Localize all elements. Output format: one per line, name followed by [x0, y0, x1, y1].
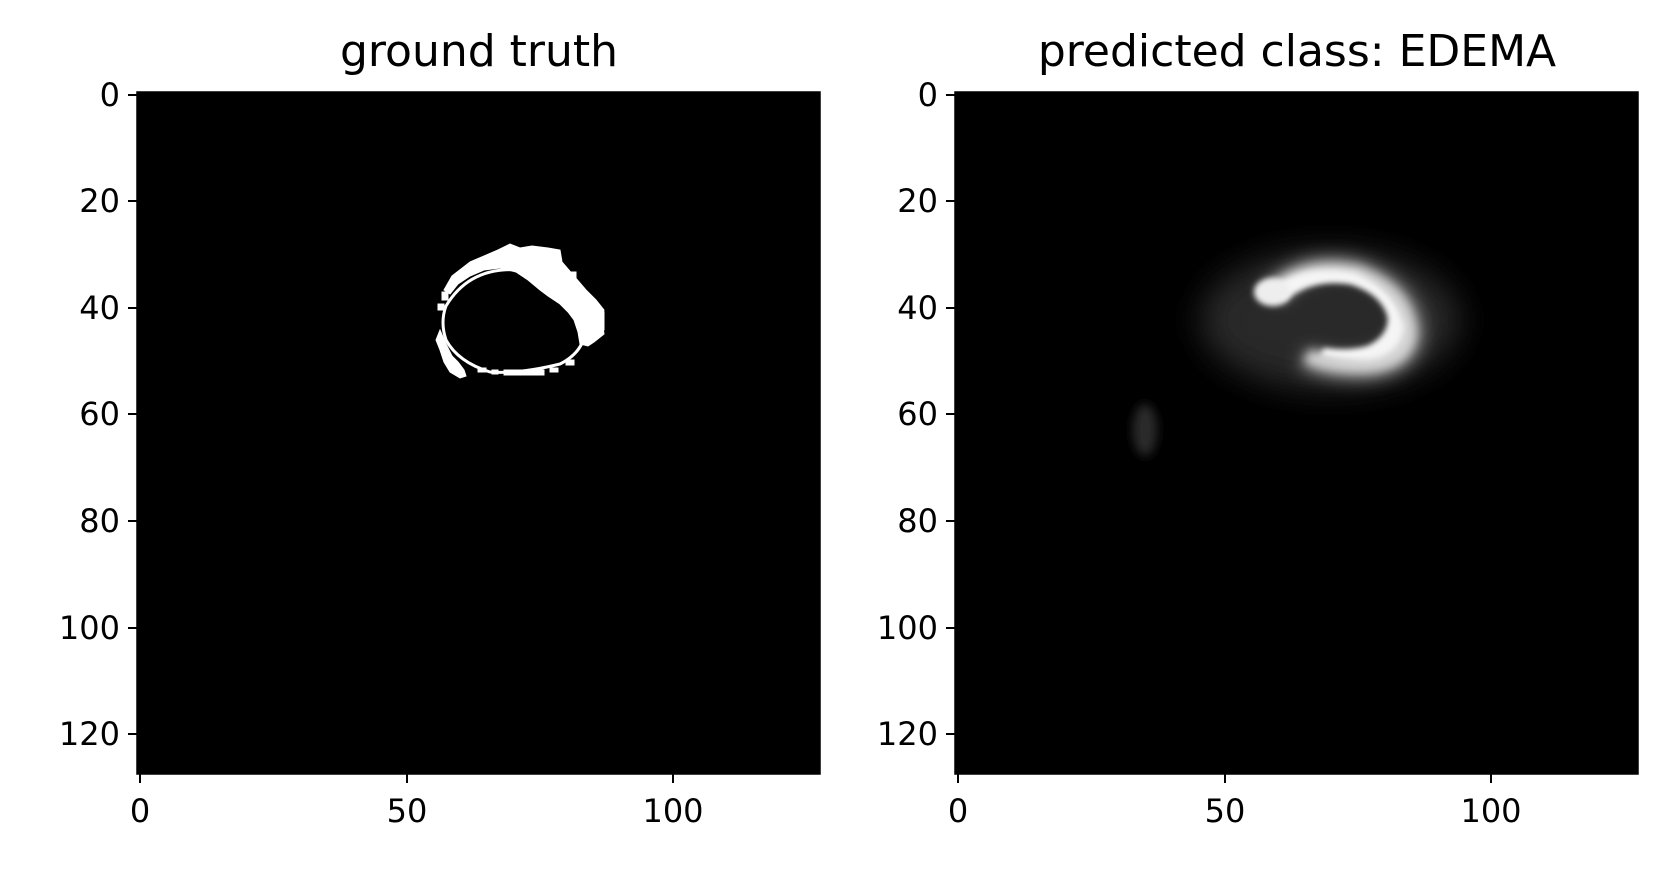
image-area — [137, 92, 820, 774]
panel-title: predicted class: EDEMA — [1038, 26, 1556, 77]
axes-frame — [954, 91, 1639, 775]
x-tick-label: 50 — [387, 792, 428, 830]
x-axis: 0 50 100 — [948, 774, 1522, 830]
y-tick-label: 80 — [79, 502, 120, 540]
y-tick-label: 60 — [897, 395, 938, 433]
y-tick-label: 80 — [897, 502, 938, 540]
y-tick-label: 20 — [897, 182, 938, 220]
x-axis: 0 50 100 — [130, 774, 704, 830]
y-tick-label: 60 — [79, 395, 120, 433]
x-tick-label: 100 — [1460, 792, 1521, 830]
y-tick-label: 40 — [897, 289, 938, 327]
x-tick-label: 0 — [130, 792, 150, 830]
panel-title: ground truth — [340, 26, 618, 77]
y-axis: 0 20 40 60 80 100 120 — [877, 76, 955, 753]
y-tick-label: 0 — [918, 76, 938, 114]
mask-ring — [435, 243, 605, 379]
x-tick-label: 50 — [1205, 792, 1246, 830]
prediction-panel: predicted class: EDEMA 0 20 40 60 — [877, 26, 1639, 830]
y-tick-label: 0 — [100, 76, 120, 114]
y-tick-label: 20 — [79, 182, 120, 220]
prediction-heatmap — [1133, 250, 1460, 456]
y-axis: 0 20 40 60 80 100 120 — [59, 76, 137, 753]
y-tick-label: 100 — [877, 609, 938, 647]
y-tick-label: 40 — [79, 289, 120, 327]
axes-frame — [136, 91, 821, 775]
ground-truth-panel: ground truth — [59, 26, 821, 830]
y-tick-label: 120 — [59, 715, 120, 753]
x-tick-label: 0 — [948, 792, 968, 830]
y-tick-label: 100 — [59, 609, 120, 647]
x-tick-label: 100 — [642, 792, 703, 830]
image-area — [955, 92, 1638, 774]
y-tick-label: 120 — [877, 715, 938, 753]
